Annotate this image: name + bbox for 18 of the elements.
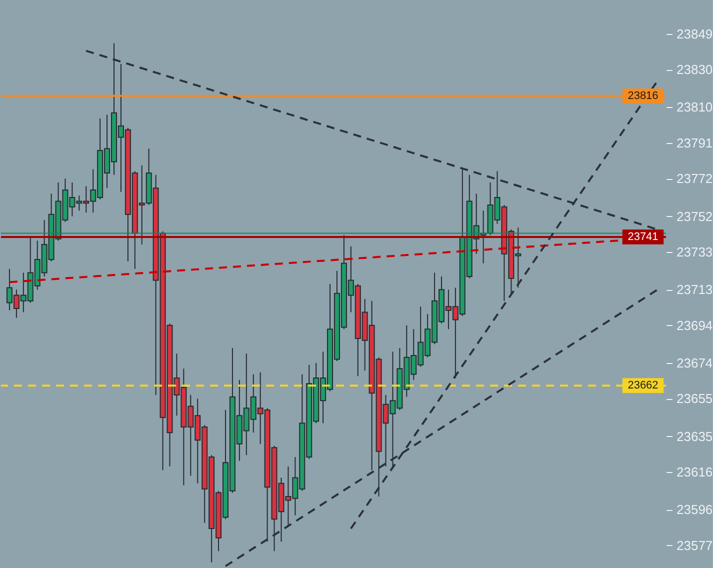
y-tick-label: 23596 bbox=[676, 502, 713, 518]
y-tick-label: 23810 bbox=[676, 100, 713, 115]
y-tick-label: 23655 bbox=[676, 391, 713, 406]
y-tick-label: 23713 bbox=[676, 282, 713, 298]
y-tick-label: 23772 bbox=[676, 171, 713, 186]
ref-line-label: 23741 bbox=[628, 230, 658, 243]
y-tick-label: 23849 bbox=[676, 26, 713, 42]
y-tick-label: 23616 bbox=[676, 464, 713, 480]
ref-line-label: 23816 bbox=[628, 90, 658, 102]
y-tick-label: 23830 bbox=[676, 62, 713, 78]
y-tick-label: 23791 bbox=[676, 135, 713, 150]
y-tick-label: 23635 bbox=[676, 428, 713, 444]
y-tick-label: 23577 bbox=[676, 538, 713, 553]
y-tick-label: 23752 bbox=[676, 208, 713, 224]
y-tick-label: 23694 bbox=[676, 318, 713, 333]
y-tick-label: 23733 bbox=[676, 244, 713, 260]
y-tick-label: 23674 bbox=[676, 355, 713, 370]
ref-line-label: 23662 bbox=[628, 380, 658, 392]
